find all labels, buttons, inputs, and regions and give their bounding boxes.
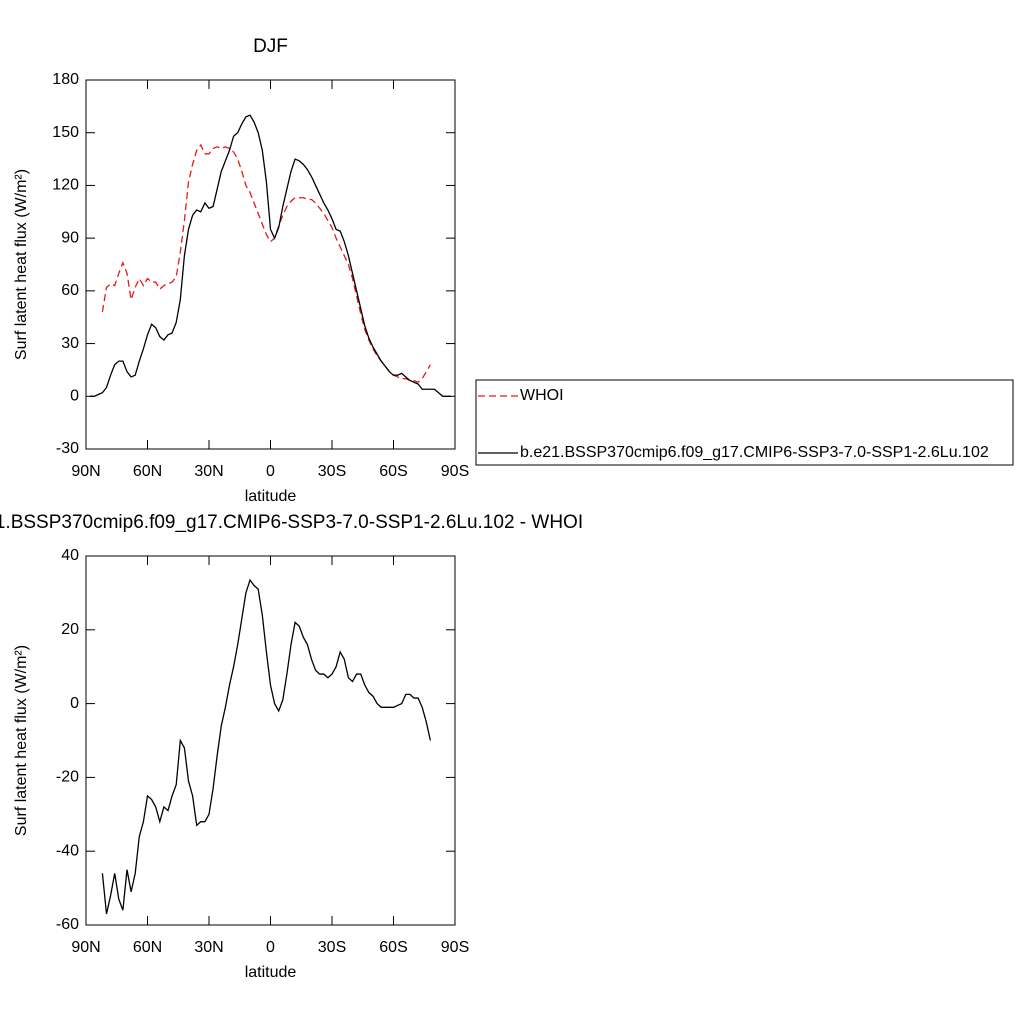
data-line: [90, 114, 451, 397]
y-tick-label: 30: [61, 335, 79, 352]
y-axis-label: Surf latent heat flux (W/m²): [13, 645, 30, 836]
x-tick-label: 30N: [194, 463, 223, 480]
data-line: [101, 143, 431, 383]
x-tick-label: 90N: [71, 939, 100, 956]
x-tick-label: 30N: [194, 939, 223, 956]
y-tick-label: 120: [52, 177, 79, 194]
chart-title: b.e21.BSSP370cmip6.f09_g17.CMIP6-SSP3-7.…: [0, 512, 583, 533]
x-tick-label: 90N: [71, 463, 100, 480]
y-tick-label: -20: [56, 769, 79, 786]
plot-frame: [85, 555, 456, 926]
x-tick-label: 0: [266, 939, 275, 956]
plot-frame: [85, 79, 456, 450]
y-tick-label: 0: [70, 388, 79, 405]
legend-label: b.e21.BSSP370cmip6.f09_g17.CMIP6-SSP3-7.…: [520, 444, 989, 461]
y-tick-label: 40: [61, 547, 79, 564]
x-axis-label: latitude: [245, 964, 297, 981]
y-tick-label: -60: [56, 916, 79, 933]
x-tick-label: 60N: [133, 939, 162, 956]
x-tick-label: 30S: [318, 463, 346, 480]
x-tick-label: 60S: [379, 463, 407, 480]
y-tick-label: 0: [70, 695, 79, 712]
x-tick-label: 60N: [133, 463, 162, 480]
x-tick-label: 60S: [379, 939, 407, 956]
y-tick-label: 150: [52, 124, 79, 141]
legend-label: WHOI: [520, 387, 564, 404]
x-tick-label: 0: [266, 463, 275, 480]
y-tick-label: 20: [61, 621, 79, 638]
x-axis-label: latitude: [245, 488, 297, 505]
data-line: [101, 578, 432, 915]
y-tick-label: 180: [52, 71, 79, 88]
y-tick-label: -40: [56, 842, 79, 859]
legend-box: [475, 379, 1014, 466]
x-tick-label: 90S: [441, 939, 469, 956]
y-axis-label: Surf latent heat flux (W/m²): [13, 169, 30, 360]
y-tick-label: 60: [61, 282, 79, 299]
x-tick-label: 90S: [441, 463, 469, 480]
chart-title: DJF: [253, 36, 288, 57]
x-tick-label: 30S: [318, 939, 346, 956]
y-tick-label: -30: [56, 440, 79, 457]
y-tick-label: 90: [61, 229, 79, 246]
